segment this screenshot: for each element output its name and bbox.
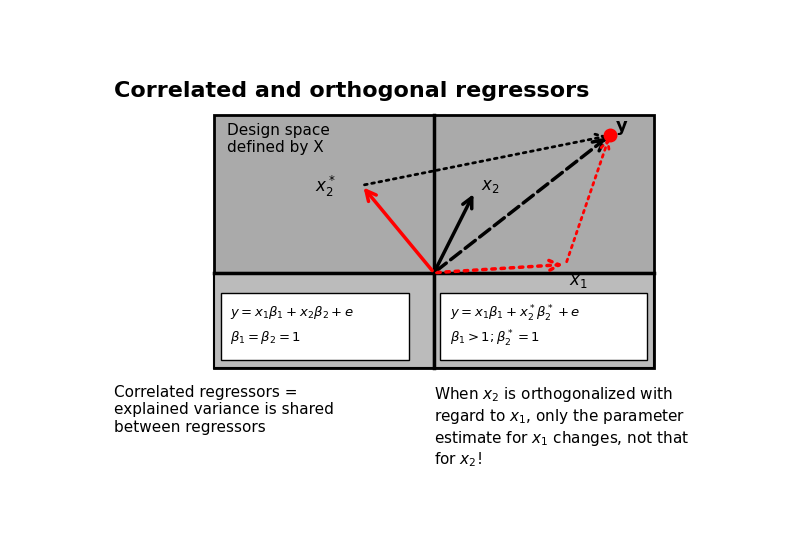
Text: $\beta_1 > 1; \beta_2^* = 1$: $\beta_1 > 1; \beta_2^* = 1$ [450,329,539,349]
Bar [214,114,654,368]
Bar [441,293,647,360]
Text: $x_2^*$: $x_2^*$ [314,173,335,199]
Bar [434,273,654,368]
Text: Correlated and orthogonal regressors: Correlated and orthogonal regressors [113,82,589,102]
Text: $x_2$: $x_2$ [481,177,500,194]
Text: When $x_2$ is orthogonalized with
regard to $x_1$, only the parameter
estimate f: When $x_2$ is orthogonalized with regard… [434,385,689,469]
Bar [220,293,409,360]
Text: y: y [616,117,628,136]
Text: Design space
defined by X: Design space defined by X [227,123,330,156]
Text: $x_1$: $x_1$ [569,272,587,290]
Text: $\beta_1 = \beta_2 = 1$: $\beta_1 = \beta_2 = 1$ [230,329,301,346]
Text: $y = x_1\beta_1 + x_2^*\beta_2^* + e$: $y = x_1\beta_1 + x_2^*\beta_2^* + e$ [450,304,580,324]
Text: $y = x_1\beta_1 + x_2\beta_2 + e$: $y = x_1\beta_1 + x_2\beta_2 + e$ [230,304,354,321]
Text: Correlated regressors =
explained variance is shared
between regressors: Correlated regressors = explained varian… [113,385,334,435]
Bar [214,273,434,368]
